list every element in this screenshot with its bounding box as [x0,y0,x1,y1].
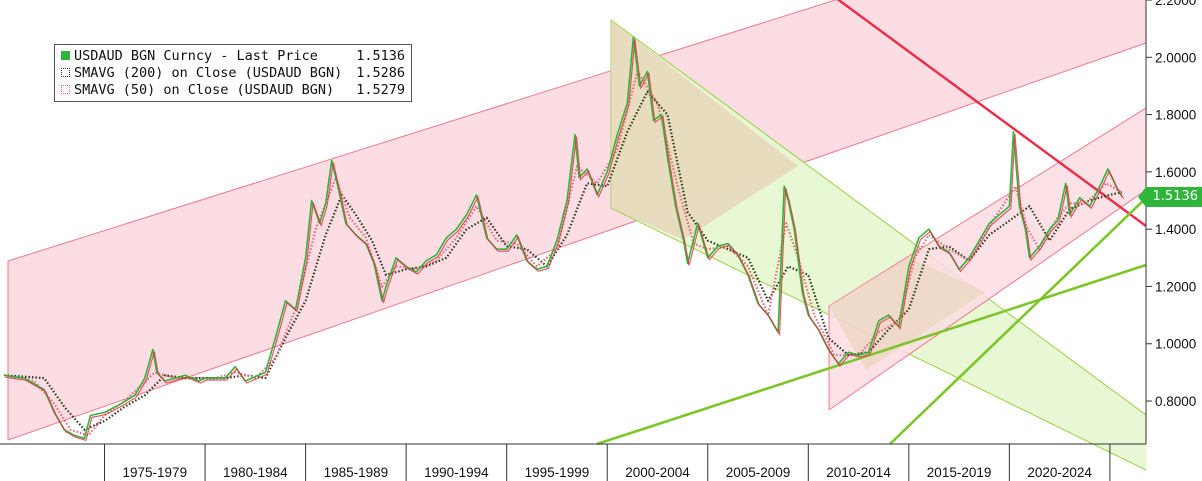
x-tick-label: 1985-1989 [324,465,389,480]
y-tick-label: 2.2000 [1155,0,1196,8]
legend-value: 1.5279 [356,82,405,98]
series-last-price-shadow [5,39,1124,441]
channel-overlap-2010s [829,257,985,370]
green-uptrend-line-shallow [596,263,1147,446]
red-downtrend-line [836,0,1147,227]
x-tick-label: 1995-1999 [525,465,590,480]
channel-overlap-2000s [611,20,798,240]
x-tick-label: 1990-1994 [424,465,489,480]
x-tick-label: 1975-1979 [123,465,188,480]
legend-item-smavg-50: SMAVG (50) on Close (USDAUD BGN) 1.5279 [61,82,407,99]
legend-label: SMAVG (50) on Close (USDAUD BGN) [74,82,335,98]
y-tick-label: 0.8000 [1155,394,1196,409]
x-tick-label: 2015-2019 [927,465,992,480]
chart-legend: USDAUD BGN Curncy - Last Price 1.5136 SM… [54,44,412,102]
legend-swatch-last-price [61,51,70,60]
y-tick-label: 1.4000 [1155,222,1196,237]
legend-value: 1.5286 [356,65,405,81]
legend-label: SMAVG (200) on Close (USDAUD BGN) [74,65,343,81]
x-tick-label: 2010-2014 [826,465,891,480]
x-tick-label: 1980-1984 [223,465,288,480]
legend-swatch-smavg-200 [61,68,70,77]
legend-value: 1.5136 [356,48,405,64]
y-tick-label: 1.8000 [1155,108,1196,123]
y-tick-label: 2.0000 [1155,50,1196,65]
legend-label: USDAUD BGN Curncy - Last Price [74,48,318,64]
y-ticks: 2.2000 2.0000 1.8000 1.6000 1.4000 1.2000 1.00… [1146,0,1196,409]
legend-item-smavg-200: SMAVG (200) on Close (USDAUD BGN) 1.5286 [61,65,407,82]
legend-item-last-price: USDAUD BGN Curncy - Last Price 1.5136 [61,48,407,65]
series-smavg-200 [3,90,1123,431]
last-price-tag: 1.5136 [1138,187,1202,207]
legend-swatch-smavg-50 [61,85,70,94]
pink-recent-lower-line [828,189,1147,411]
x-tick-label: 2000-2004 [625,465,690,480]
pink-recent-upper-line [828,107,1147,307]
pink-channel-lower-line [7,42,1147,441]
series-layer [3,36,1124,441]
y-tick-label: 1.2000 [1155,279,1196,294]
x-tick-label: 2020-2024 [1027,465,1092,480]
pink-rising-channel [8,0,1146,440]
green-channel-upper-line [610,19,1147,416]
y-tick-label: 1.0000 [1155,337,1196,352]
green-uptrend-line-steep [889,197,1147,445]
x-tick-label: 2005-2009 [726,465,791,480]
trend-channels [7,0,1147,471]
pink-channel-upper-line [7,0,838,262]
x-ticks: 1975-1979 1980-1984 1985-1989 1990-1994 1995… [104,444,1111,481]
y-tick-label: 1.6000 [1155,165,1196,180]
